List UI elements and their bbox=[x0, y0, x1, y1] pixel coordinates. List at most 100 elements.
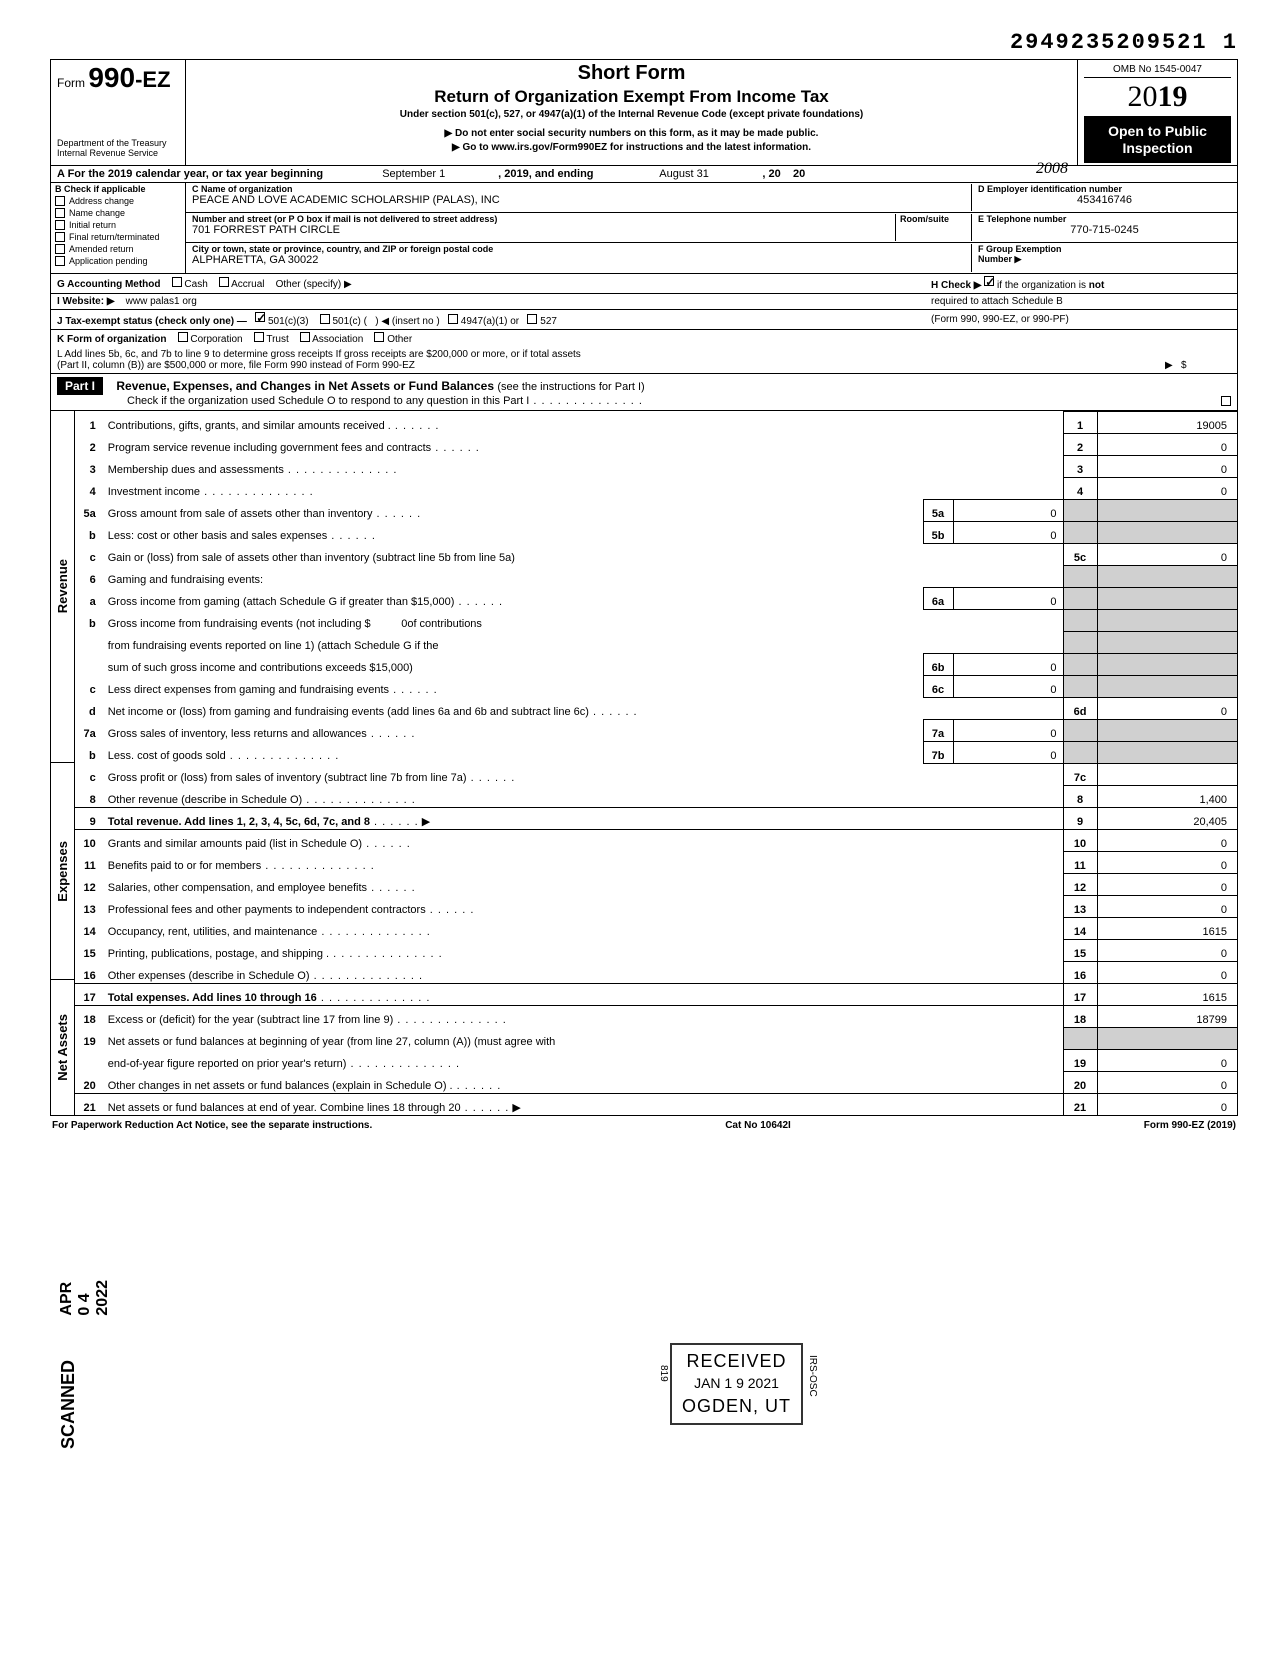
checkbox-accrual[interactable] bbox=[219, 277, 229, 287]
line-1-val: 19005 bbox=[1097, 411, 1237, 433]
lbl-accrual: Accrual bbox=[231, 279, 264, 290]
checkbox-assoc[interactable] bbox=[300, 332, 310, 342]
line-6b-mv: 0 bbox=[953, 653, 1063, 675]
lbl-group-exempt: F Group Exemption bbox=[978, 244, 1231, 254]
line-4-val: 0 bbox=[1097, 477, 1237, 499]
checkbox-corp[interactable] bbox=[178, 332, 188, 342]
line-18-num: 18 bbox=[1063, 1005, 1097, 1027]
line-16-num: 16 bbox=[1063, 961, 1097, 983]
stamp-city: OGDEN, UT bbox=[682, 1394, 791, 1419]
lbl-527: 527 bbox=[540, 316, 557, 327]
line-2-num: 2 bbox=[1063, 433, 1097, 455]
line-5b-text: Less: cost or other basis and sales expe… bbox=[108, 530, 328, 542]
footer-right: Form 990-EZ (2019) bbox=[1144, 1120, 1236, 1131]
checkbox-amended[interactable] bbox=[55, 244, 65, 254]
row-g-h: G Accounting Method Cash Accrual Other (… bbox=[50, 274, 1238, 294]
line-5a-mv: 0 bbox=[953, 499, 1063, 521]
line-7c-num: 7c bbox=[1063, 763, 1097, 785]
part1-title: Revenue, Expenses, and Changes in Net As… bbox=[116, 379, 494, 393]
checkbox-schedule-o[interactable] bbox=[1221, 396, 1231, 406]
stamp-apr: APR 0 4 2022 bbox=[58, 1280, 112, 1316]
side-revenue: Revenue bbox=[55, 559, 70, 613]
line-6d-val: 0 bbox=[1097, 697, 1237, 719]
line-a-yr-prefix: , 20 bbox=[762, 168, 780, 180]
line-4-text: Investment income bbox=[108, 486, 200, 498]
checkbox-pending[interactable] bbox=[55, 256, 65, 266]
line-5c-num: 5c bbox=[1063, 543, 1097, 565]
dept-treasury: Department of the Treasury bbox=[57, 138, 179, 148]
lbl-form-org: K Form of organization bbox=[57, 334, 166, 345]
line-1-text: Contributions, gifts, grants, and simila… bbox=[108, 420, 391, 432]
checkbox-501c3[interactable] bbox=[255, 312, 265, 322]
line-21-text: Net assets or fund balances at end of ye… bbox=[108, 1102, 461, 1114]
line-10-val: 0 bbox=[1097, 829, 1237, 851]
stamp-scanned: SCANNED bbox=[58, 1360, 79, 1449]
lbl-assoc: Association bbox=[312, 334, 363, 345]
checkbox-h[interactable] bbox=[984, 276, 994, 286]
line-6-text: Gaming and fundraising events: bbox=[104, 565, 1063, 587]
line-12-val: 0 bbox=[1097, 873, 1237, 895]
lbl-other-method: Other (specify) ▶ bbox=[276, 279, 352, 290]
line-7a-text: Gross sales of inventory, less returns a… bbox=[108, 728, 367, 740]
website-value: www palas1 org bbox=[126, 296, 197, 307]
instruction-website: ▶ Go to www.irs.gov/Form990EZ for instru… bbox=[192, 142, 1071, 153]
lbl-pending: Application pending bbox=[69, 256, 148, 266]
line-4-num: 4 bbox=[1063, 477, 1097, 499]
lbl-h-text: if the organization is not bbox=[997, 280, 1104, 291]
line-7b-mn: 7b bbox=[923, 741, 953, 763]
line-6a-mv: 0 bbox=[953, 587, 1063, 609]
line-19-t2: end-of-year figure reported on prior yea… bbox=[108, 1058, 347, 1070]
line-17-num: 17 bbox=[1063, 983, 1097, 1005]
checkbox-cash[interactable] bbox=[172, 277, 182, 287]
line-8-val: 1,400 bbox=[1097, 785, 1237, 807]
line-6b-t1: Gross income from fundraising events (no… bbox=[108, 618, 371, 630]
line-15-num: 15 bbox=[1063, 939, 1097, 961]
lbl-cash: Cash bbox=[184, 279, 207, 290]
column-cde: C Name of organization PEACE AND LOVE AC… bbox=[186, 183, 1237, 273]
checkbox-4947[interactable] bbox=[448, 314, 458, 324]
line-14-num: 14 bbox=[1063, 917, 1097, 939]
lbl-h-text-3: (Form 990, 990-EZ, or 990-PF) bbox=[931, 314, 1231, 325]
line-20-text: Other changes in net assets or fund bala… bbox=[108, 1080, 453, 1092]
line-6d-num: 6d bbox=[1063, 697, 1097, 719]
footer-left: For Paperwork Reduction Act Notice, see … bbox=[52, 1120, 372, 1131]
lbl-501c3: 501(c)(3) bbox=[268, 316, 309, 327]
line-6a-mn: 6a bbox=[923, 587, 953, 609]
line-12-num: 12 bbox=[1063, 873, 1097, 895]
checkbox-name-change[interactable] bbox=[55, 208, 65, 218]
line-a-mid: , 2019, and ending bbox=[498, 168, 593, 180]
line-18-val: 18799 bbox=[1097, 1005, 1237, 1027]
checkbox-initial-return[interactable] bbox=[55, 220, 65, 230]
part1-badge: Part I bbox=[57, 377, 103, 395]
line-3-num: 3 bbox=[1063, 455, 1097, 477]
tax-year: 2019 bbox=[1084, 78, 1231, 117]
checkbox-address-change[interactable] bbox=[55, 196, 65, 206]
line-7c-text: Gross profit or (loss) from sales of inv… bbox=[108, 772, 467, 784]
line-3-val: 0 bbox=[1097, 455, 1237, 477]
line-7b-text: Less. cost of goods sold bbox=[108, 750, 226, 762]
lbl-ein: D Employer identification number bbox=[978, 184, 1231, 194]
line-11-text: Benefits paid to or for members bbox=[108, 860, 261, 872]
checkbox-trust[interactable] bbox=[254, 332, 264, 342]
line-2-val: 0 bbox=[1097, 433, 1237, 455]
lines-table: 1Contributions, gifts, grants, and simil… bbox=[75, 411, 1237, 1116]
line-6a-text: Gross income from gaming (attach Schedul… bbox=[108, 596, 455, 608]
checkbox-final-return[interactable] bbox=[55, 232, 65, 242]
checkbox-other-org[interactable] bbox=[374, 332, 384, 342]
line-15-val: 0 bbox=[1097, 939, 1237, 961]
line-13-val: 0 bbox=[1097, 895, 1237, 917]
line-17-val: 1615 bbox=[1097, 983, 1237, 1005]
line-6c-mn: 6c bbox=[923, 675, 953, 697]
instruction-ssn: ▶ Do not enter social security numbers o… bbox=[192, 128, 1071, 139]
checkbox-501c[interactable] bbox=[320, 314, 330, 324]
line-a-label: A For the 2019 calendar year, or tax yea… bbox=[57, 168, 323, 180]
lbl-corp: Corporation bbox=[190, 334, 242, 345]
checkbox-527[interactable] bbox=[527, 314, 537, 324]
form-header: Form 990-EZ Department of the Treasury I… bbox=[50, 59, 1238, 166]
open-public-2: Inspection bbox=[1086, 140, 1229, 157]
line-7b-mv: 0 bbox=[953, 741, 1063, 763]
form-prefix: Form bbox=[57, 76, 85, 90]
line-8-num: 8 bbox=[1063, 785, 1097, 807]
org-name: PEACE AND LOVE ACADEMIC SCHOLARSHIP (PAL… bbox=[192, 194, 965, 206]
line-5a-mn: 5a bbox=[923, 499, 953, 521]
